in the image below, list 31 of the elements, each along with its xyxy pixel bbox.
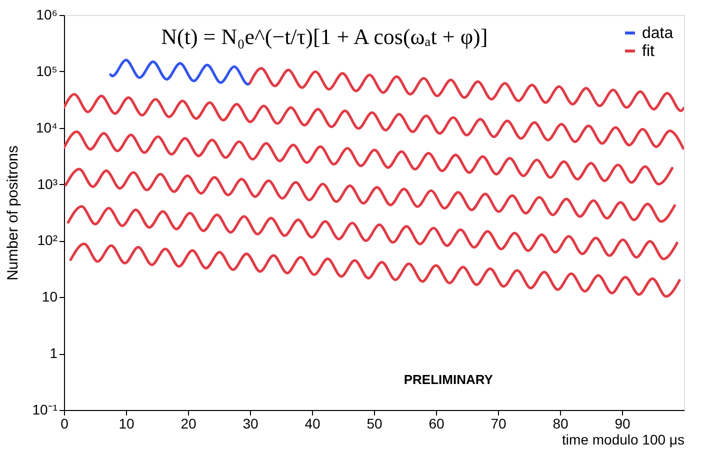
x-tick-label: 30	[242, 416, 258, 432]
y-tick-label: 10⁴	[36, 119, 58, 136]
line-series	[66, 205, 678, 260]
annotation: PRELIMINARY	[404, 372, 494, 387]
y-tick-label: 10	[42, 288, 58, 305]
line-series	[109, 58, 252, 86]
x-tick-label: 60	[428, 416, 444, 432]
y-tick-label: 10⁶	[36, 6, 58, 22]
line-series	[64, 168, 676, 223]
y-tick-label: 10⁵	[36, 62, 58, 79]
legend-label: fit	[642, 43, 655, 60]
x-tick-label: 10	[118, 416, 134, 432]
x-tick-label: 50	[366, 416, 382, 432]
y-tick-label: 10³	[37, 176, 58, 192]
x-tick-label: 70	[490, 416, 506, 432]
line-series	[69, 242, 681, 298]
x-axis-title: time modulo 100 μs	[562, 432, 684, 448]
legend-label: data	[642, 25, 674, 42]
line-series	[248, 67, 684, 112]
x-tick-label: 40	[304, 416, 320, 432]
y-axis-title: Number of positrons	[4, 145, 22, 281]
line-series	[64, 92, 684, 150]
line-series	[64, 130, 674, 186]
x-tick-label: 80	[552, 416, 568, 432]
y-tick-label: 1	[50, 345, 58, 362]
x-tick-label: 90	[614, 416, 630, 432]
annotation: N(t) = N₀e^(−t/τ)[1 + A cos(ωₐt + φ)]	[161, 24, 488, 49]
y-tick-label: 10⁻¹	[32, 402, 58, 418]
x-tick-label: 0	[60, 416, 69, 432]
y-tick-label: 10²	[37, 232, 58, 248]
x-tick-label: 20	[180, 416, 196, 432]
